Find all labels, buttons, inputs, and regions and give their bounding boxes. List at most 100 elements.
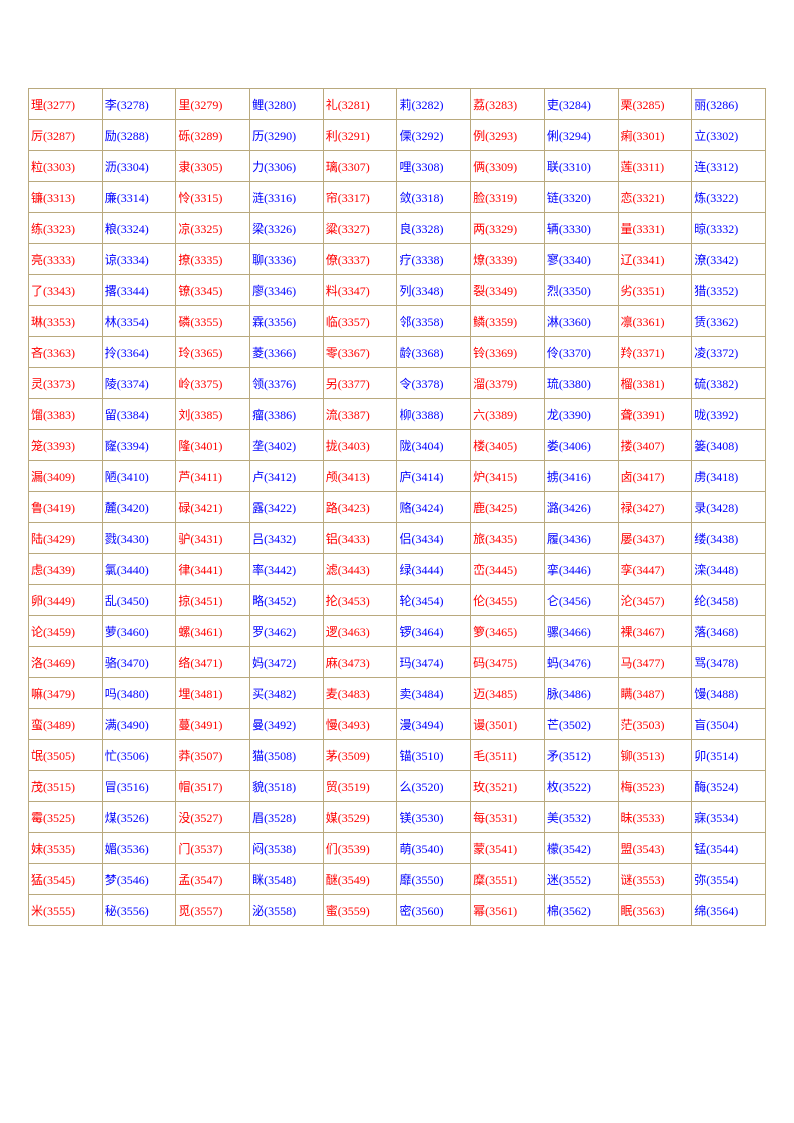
char-cell: 迈(3485) — [471, 678, 545, 709]
char-glyph: 拢 — [326, 439, 338, 453]
char-code: (3472) — [264, 656, 296, 670]
char-code: (3531) — [485, 811, 517, 825]
char-cell: 利(3291) — [323, 120, 397, 151]
char-glyph: 林 — [105, 315, 117, 329]
char-glyph: 礼 — [326, 98, 338, 112]
char-code: (3315) — [190, 191, 222, 205]
char-cell: 窿(3394) — [102, 430, 176, 461]
char-code: (3484) — [411, 687, 443, 701]
char-cell: 陵(3374) — [102, 368, 176, 399]
char-code: (3450) — [117, 594, 149, 608]
char-code: (3335) — [190, 253, 222, 267]
char-code: (3384) — [117, 408, 149, 422]
char-cell: 吕(3432) — [250, 523, 324, 554]
char-code: (3323) — [43, 222, 75, 236]
char-glyph: 淋 — [547, 315, 559, 329]
char-glyph: 洛 — [31, 656, 43, 670]
char-glyph: 令 — [399, 377, 411, 391]
table-row: 亮(3333)谅(3334)撩(3335)聊(3336)僚(3337)疗(333… — [29, 244, 766, 275]
char-glyph: 路 — [326, 501, 338, 515]
char-code: (3558) — [264, 904, 296, 918]
char-cell: 么(3520) — [397, 771, 471, 802]
char-glyph: 梦 — [105, 873, 117, 887]
char-code: (3338) — [411, 253, 443, 267]
char-code: (3386) — [264, 408, 296, 422]
char-glyph: 峦 — [473, 563, 485, 577]
char-cell: 娄(3406) — [544, 430, 618, 461]
char-cell: 磷(3355) — [176, 306, 250, 337]
char-cell: 码(3475) — [471, 647, 545, 678]
char-cell: 沦(3457) — [618, 585, 692, 616]
char-code: (3318) — [411, 191, 443, 205]
char-cell: 律(3441) — [176, 554, 250, 585]
char-code: (3520) — [411, 780, 443, 794]
char-code: (3360) — [559, 315, 591, 329]
char-code: (3553) — [633, 873, 665, 887]
char-code: (3453) — [338, 594, 370, 608]
char-glyph: 两 — [473, 222, 485, 236]
table-row: 厉(3287)励(3288)砾(3289)历(3290)利(3291)傈(329… — [29, 120, 766, 151]
char-glyph: 妹 — [31, 842, 43, 856]
char-code: (3425) — [485, 501, 517, 515]
char-cell: 理(3277) — [29, 89, 103, 120]
char-glyph: 滤 — [326, 563, 338, 577]
char-glyph: 裸 — [621, 625, 633, 639]
char-code: (3422) — [264, 501, 296, 515]
char-code: (3444) — [411, 563, 443, 577]
char-cell: 箩(3465) — [471, 616, 545, 647]
char-cell: 忙(3506) — [102, 740, 176, 771]
char-glyph: 贸 — [326, 780, 338, 794]
char-cell: 帽(3517) — [176, 771, 250, 802]
char-cell: 硫(3382) — [692, 368, 766, 399]
char-code: (3332) — [706, 222, 738, 236]
char-cell: 拢(3403) — [323, 430, 397, 461]
char-cell: 骆(3470) — [102, 647, 176, 678]
char-glyph: 戮 — [105, 532, 117, 546]
char-cell: 满(3490) — [102, 709, 176, 740]
char-cell: 赁(3362) — [692, 306, 766, 337]
char-glyph: 怜 — [178, 191, 190, 205]
char-code: (3517) — [190, 780, 222, 794]
char-glyph: 谜 — [621, 873, 633, 887]
char-code: (3363) — [43, 346, 75, 360]
char-cell: 绵(3564) — [692, 895, 766, 926]
char-glyph: 廖 — [252, 284, 264, 298]
char-code: (3518) — [264, 780, 296, 794]
char-cell: 抡(3453) — [323, 585, 397, 616]
char-glyph: 领 — [252, 377, 264, 391]
char-glyph: 励 — [105, 129, 117, 143]
char-glyph: 咙 — [694, 408, 706, 422]
char-cell: 盟(3543) — [618, 833, 692, 864]
char-cell: 力(3306) — [250, 151, 324, 182]
char-cell: 立(3302) — [692, 120, 766, 151]
char-glyph: 密 — [399, 904, 411, 918]
char-glyph: 邻 — [399, 315, 411, 329]
char-code: (3347) — [338, 284, 370, 298]
char-code: (3383) — [43, 408, 75, 422]
char-glyph: 轮 — [399, 594, 411, 608]
char-code: (3449) — [43, 594, 75, 608]
char-glyph: 虑 — [31, 563, 43, 577]
char-cell: 痢(3301) — [618, 120, 692, 151]
char-glyph: 柳 — [399, 408, 411, 422]
char-glyph: 铃 — [473, 346, 485, 360]
char-cell: 麦(3483) — [323, 678, 397, 709]
char-cell: 俐(3294) — [544, 120, 618, 151]
table-row: 粒(3303)沥(3304)隶(3305)力(3306)璃(3307)哩(330… — [29, 151, 766, 182]
char-code: (3478) — [706, 656, 738, 670]
char-glyph: 碌 — [178, 501, 190, 515]
char-code: (3312) — [706, 160, 738, 174]
char-glyph: 猫 — [252, 749, 264, 763]
char-code: (3402) — [264, 439, 296, 453]
char-glyph: 梅 — [621, 780, 633, 794]
char-cell: 妈(3472) — [250, 647, 324, 678]
char-glyph: 蜜 — [326, 904, 338, 918]
char-glyph: 买 — [252, 687, 264, 701]
table-row: 理(3277)李(3278)里(3279)鲤(3280)礼(3281)莉(328… — [29, 89, 766, 120]
char-glyph: 络 — [178, 656, 190, 670]
char-glyph: 琉 — [547, 377, 559, 391]
char-code: (3420) — [117, 501, 149, 515]
char-code: (3541) — [485, 842, 517, 856]
char-cell: 留(3384) — [102, 399, 176, 430]
char-cell: 卵(3449) — [29, 585, 103, 616]
